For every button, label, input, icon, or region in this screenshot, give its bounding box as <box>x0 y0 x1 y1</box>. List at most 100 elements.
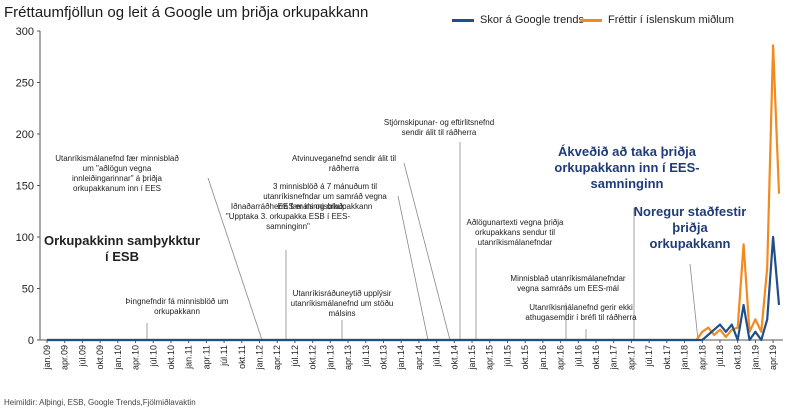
x-tick-label: okt.14 <box>449 345 459 370</box>
annotation-line: utanríkismálanefndar <box>478 238 553 247</box>
annotation-line: samninginn <box>591 176 664 191</box>
x-tick-label: jan.19 <box>750 345 760 371</box>
annotation-line: orkupakkanum inn í EES <box>73 184 161 193</box>
annotation-line: "Upptaka 3. orkupakka ESB í EES- <box>226 212 351 221</box>
x-tick-label: júl.12 <box>290 345 300 368</box>
annotation-ann-idnadar: Iðnaðarráðherra fær minnisblað:"Upptaka … <box>226 202 351 231</box>
annotation-leaders <box>146 142 699 341</box>
annotation-line: Ákveðið að taka þriðja <box>558 144 697 159</box>
annotation-ann-3minn: 3 minnisblöð á 7 mánuðum tilutanríkisnef… <box>263 182 387 211</box>
x-tick-label: júl.16 <box>573 345 583 368</box>
x-tick-label: jan.12 <box>255 345 265 371</box>
x-tick-label: apr.18 <box>697 345 707 370</box>
x-tick-label: apr.13 <box>343 345 353 370</box>
x-tick-label: jan.14 <box>396 345 406 371</box>
annotation-line: utanríkismálanefnd um stöðu <box>291 299 394 308</box>
x-tick-label: jan.13 <box>325 345 335 371</box>
annotation-line: samninginn" <box>266 222 310 231</box>
annotation-line: Noregur staðfestir <box>634 204 747 219</box>
x-tick-label: apr.19 <box>768 345 778 370</box>
y-tick-label: 50 <box>22 284 34 296</box>
x-tick-label: okt.16 <box>591 345 601 370</box>
annotation-line: EES-máls og orkupakkann <box>278 202 373 211</box>
annotation-ann-gerir: Utanríkismálanefnd gerir ekkiathugasemdi… <box>525 303 637 322</box>
annotation-line: ráðherra <box>329 164 360 173</box>
annotation-line: Þingnefndir fá minnisblöð um <box>125 297 229 306</box>
annotation-line: athugasemdir í bréfi til ráðherra <box>525 313 637 322</box>
annotation-line: um "aðlögun vegna <box>83 164 152 173</box>
source-note: Heimildir: Alþingi, ESB, Google Trends,F… <box>4 398 196 407</box>
x-tick-label: júl.14 <box>432 345 442 368</box>
x-tick-label: okt.15 <box>520 345 530 370</box>
series-line-news <box>47 44 781 342</box>
annotation-line: Utanríkismálanefnd fær minnisblað <box>55 154 179 163</box>
legend-label-news: Fréttir í íslenskum miðlum <box>608 14 734 26</box>
annotation-line: innleiðingarinnar" á þriðja <box>72 174 163 183</box>
annotation-leader <box>207 177 263 341</box>
x-tick-label: júl.18 <box>715 345 725 368</box>
x-tick-label: jan.09 <box>42 345 52 371</box>
x-tick-label: jan.17 <box>609 345 619 371</box>
legend-label-google: Skor á Google trends <box>480 14 584 26</box>
annotation-leader <box>403 162 451 341</box>
x-tick-label: okt.17 <box>662 345 672 370</box>
y-tick-label: 300 <box>16 26 34 38</box>
x-tick-label: júl.17 <box>644 345 654 368</box>
y-tick-label: 250 <box>16 78 34 90</box>
x-tick-label: apr.15 <box>485 345 495 370</box>
x-tick-label: júl.09 <box>77 345 87 368</box>
y-tick-label: 150 <box>16 181 34 193</box>
annotation-line: Minnisblað utanríkismálanefndar <box>510 274 626 283</box>
x-tick-label: júl.11 <box>219 345 229 367</box>
annotation-line: Aðlögunartexti vegna þriðja <box>467 218 565 227</box>
series-line-google <box>47 235 781 342</box>
annotation-line: sendir álit til ráðherra <box>402 128 477 137</box>
x-tick-label: okt.09 <box>95 345 105 370</box>
y-tick-label: 100 <box>16 232 34 244</box>
annotation-line: Stjórnskipunar- og eftirlitsnefnd <box>384 118 494 127</box>
annotation-line: utanríkisnefndar um samráð vegna <box>263 192 387 201</box>
annotation-line: Atvinuveganefnd sendir álit til <box>292 154 396 163</box>
annotation-leader <box>397 195 429 341</box>
x-tick-label: júl.15 <box>502 345 512 368</box>
x-tick-label: apr.11 <box>201 345 211 369</box>
annotation-line: Utanríkismálanefnd gerir ekki <box>529 303 633 312</box>
x-tick-label: jan.15 <box>467 345 477 371</box>
y-tick-label: 0 <box>28 335 34 347</box>
x-tick-label: okt.10 <box>166 345 176 370</box>
legend-swatch-google <box>452 18 474 22</box>
x-tick-label: okt.12 <box>308 345 318 370</box>
annotation-ann-utanr-upp: Utanríkisráðuneytið upplýsirutanríkismál… <box>291 289 394 318</box>
annotation-line: orkupakkann inn í EES- <box>554 160 699 175</box>
y-tick-label: 200 <box>16 129 34 141</box>
annotation-line: Utanríkisráðuneytið upplýsir <box>293 289 392 298</box>
annotation-leader <box>689 263 699 341</box>
x-tick-label: apr.10 <box>131 345 141 370</box>
series-lines <box>47 44 781 342</box>
x-tick-label: júl.10 <box>148 345 158 368</box>
x-tick-label: apr.12 <box>272 345 282 370</box>
x-tick-label: okt.13 <box>378 345 388 370</box>
legend-item-google: Skor á Google trends <box>452 14 584 26</box>
x-tick-label: apr.09 <box>60 345 70 370</box>
annotation-line: orkupakkann <box>650 236 731 251</box>
x-tick-label: jan.11 <box>184 345 194 370</box>
x-tick-label: okt.18 <box>733 345 743 370</box>
annotation-ann-stjorn: Stjórnskipunar- og eftirlitsnefndsendir … <box>384 118 494 137</box>
legend-item-news: Fréttir í íslenskum miðlum <box>580 14 734 26</box>
annotation-line: 3 minnisblöð á 7 mánuðum til <box>273 182 377 191</box>
legend-swatch-news <box>580 18 602 22</box>
x-tick-label: apr.17 <box>626 345 636 370</box>
axes: 300 250 200 150 100 50 0 jan.09 apr.09 júl.09 okt.… <box>16 26 783 371</box>
annotation-line: Orkupakkinn samþykktur <box>44 233 200 248</box>
